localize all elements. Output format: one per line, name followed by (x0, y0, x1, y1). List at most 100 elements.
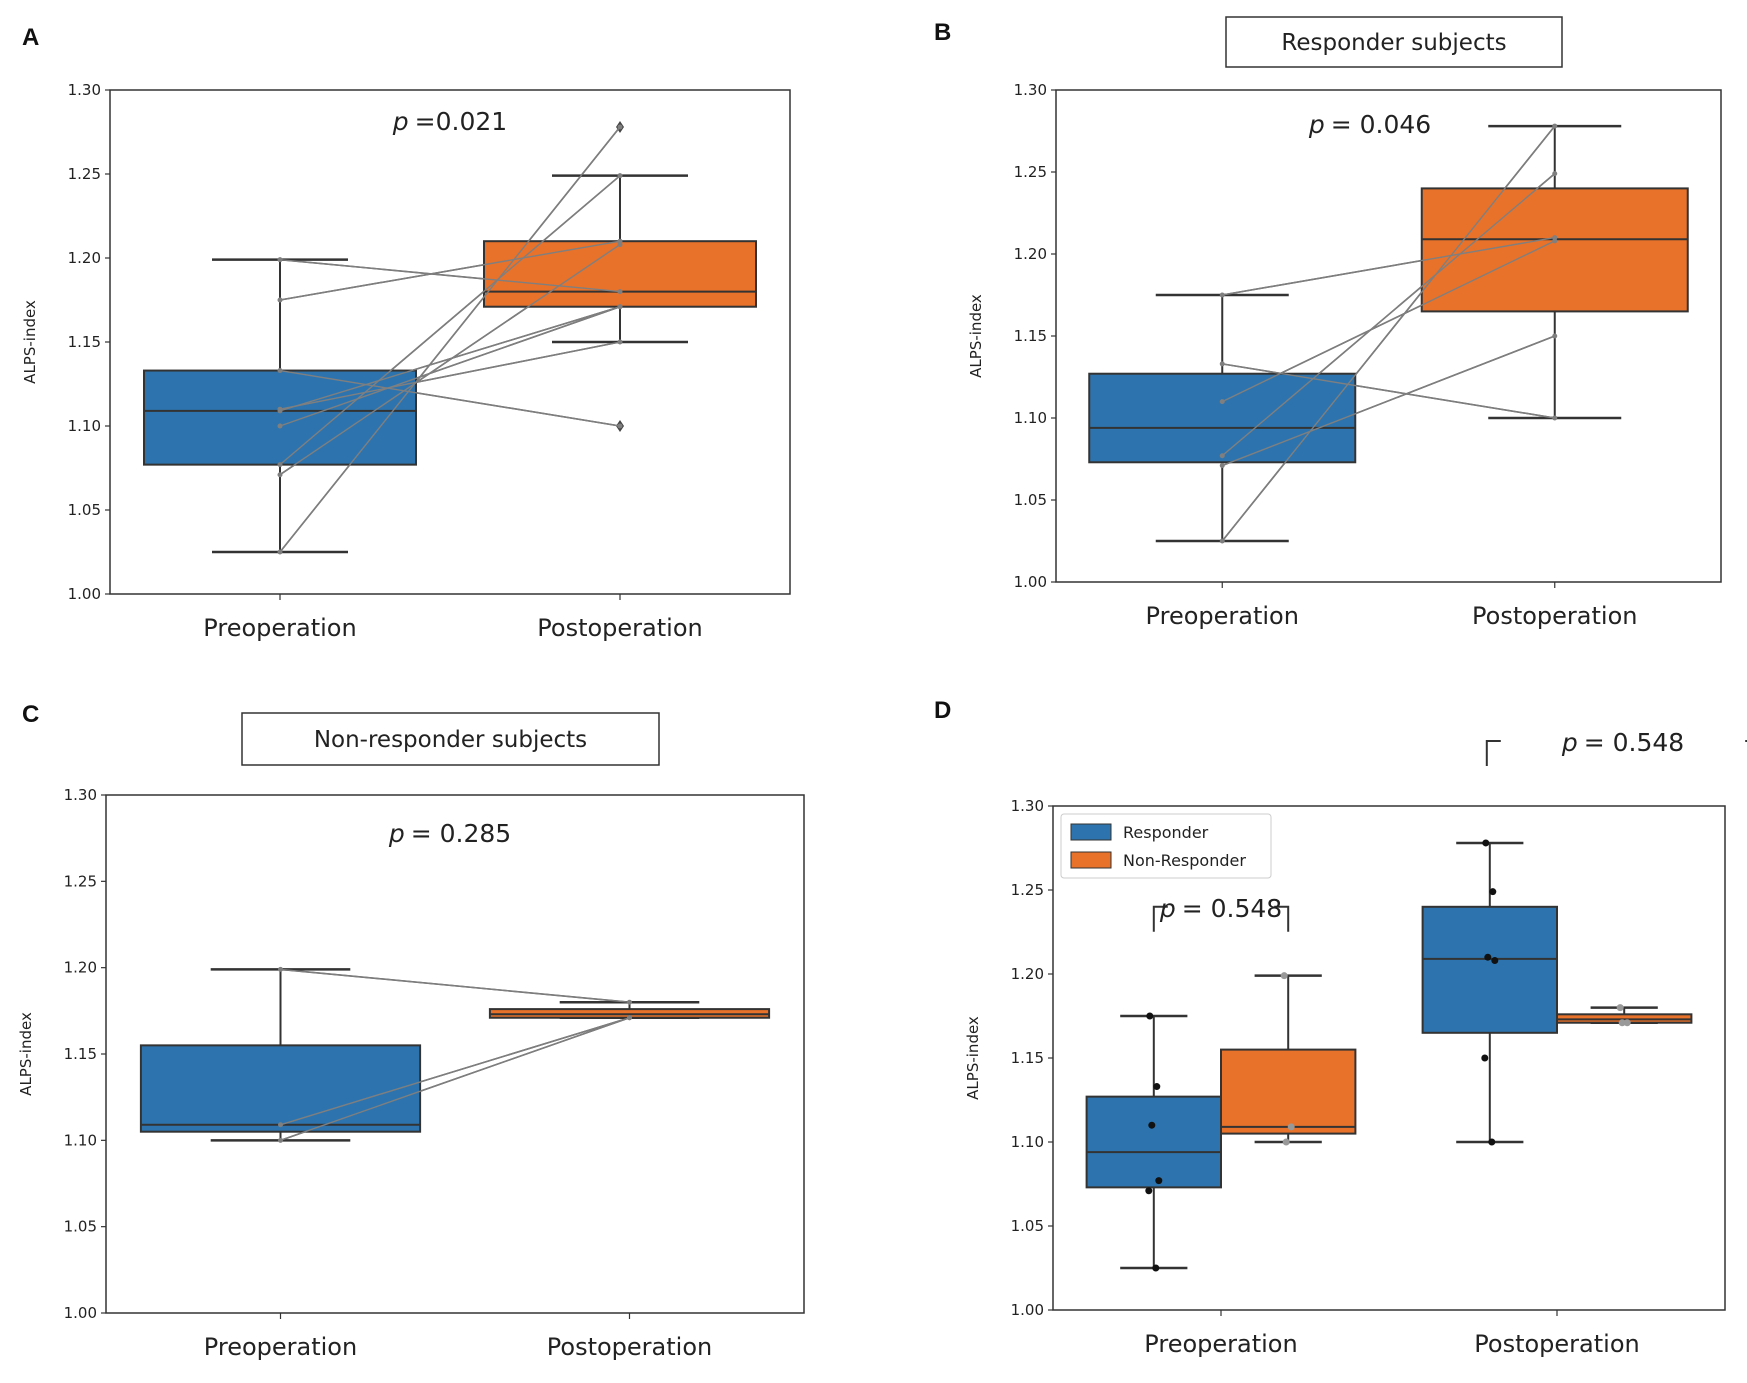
data-point (1552, 171, 1558, 177)
box-iqr (143, 369, 417, 466)
pair-line-overlay (279, 258, 621, 293)
p-symbol: p (388, 819, 405, 848)
p-value-label: p = 0.548 (1159, 894, 1282, 923)
data-point (277, 368, 283, 374)
p-value: = 0.548 (1584, 728, 1684, 757)
pair-line-overlay (1222, 236, 1555, 296)
pair-line-overlay (280, 1017, 630, 1141)
x-tick-label: Preoperation (1144, 1330, 1297, 1358)
box-preoperation (1085, 1014, 1222, 1270)
data-point (1616, 1004, 1624, 1012)
panel-letter: B (934, 19, 951, 46)
data-point (277, 462, 283, 468)
data-point (277, 549, 283, 555)
box-iqr (1421, 905, 1558, 1034)
p-symbol: p (1561, 728, 1578, 757)
p-value: = 0.046 (1331, 110, 1431, 139)
p-value-label: p = 0.046 (1308, 110, 1431, 139)
x-tick-label: Preoperation (203, 614, 356, 642)
y-tick-label: 1.20 (1014, 245, 1047, 263)
data-point (617, 423, 623, 429)
bracket-left (1152, 905, 1168, 932)
comparison-bracket-preoperation: p = 0.548 (1152, 894, 1290, 932)
title-box (241, 712, 660, 766)
p-symbol: p (1159, 894, 1176, 923)
y-tick-label: 1.25 (1014, 163, 1047, 181)
y-tick-label: 1.00 (1014, 573, 1047, 591)
data-point (617, 304, 623, 310)
legend: Responder Non-Responder (1060, 813, 1272, 879)
data-point (1287, 1123, 1295, 1131)
data-point (617, 173, 623, 179)
box-preoperation (139, 968, 422, 1142)
data-point (1219, 453, 1225, 459)
data-point (1489, 888, 1497, 896)
pair-line-overlay (280, 968, 630, 1003)
x-tick-label: Postoperation (1474, 1330, 1639, 1358)
legend-frame (1060, 813, 1272, 879)
y-tick-label: 1.30 (64, 786, 97, 804)
pair-line-overlay (279, 341, 621, 410)
x-tick-label: Preoperation (1146, 602, 1299, 630)
data-point (1618, 1019, 1626, 1027)
data-point (1152, 1264, 1160, 1272)
box-iqr (483, 240, 757, 308)
data-point (1148, 1121, 1156, 1129)
bracket-right (1274, 905, 1290, 932)
y-tick-label: 1.05 (1014, 491, 1047, 509)
data-point (278, 966, 283, 972)
y-tick-label: 1.25 (64, 872, 97, 890)
data-point (617, 289, 623, 295)
pair-line-overlay (280, 1017, 630, 1126)
box-postoperation (1421, 841, 1558, 1144)
y-tick-label: 1.30 (1011, 797, 1044, 815)
legend-swatch (1070, 851, 1112, 869)
data-point (278, 1137, 283, 1143)
pair-line-overlay (1221, 335, 1556, 467)
data-point (1623, 1019, 1631, 1027)
data-point (277, 408, 283, 414)
p-symbol: p (1308, 110, 1325, 139)
pair-line-overlay (1221, 240, 1556, 403)
data-point (627, 1015, 632, 1021)
y-tick-label: 1.05 (1011, 1217, 1044, 1235)
y-tick-label: 1.10 (64, 1131, 97, 1149)
pair-line-overlay (1221, 125, 1556, 542)
p-value: =0.021 (415, 107, 508, 136)
data-point (1219, 538, 1225, 544)
p-symbol: p (392, 107, 409, 136)
box-iqr (1088, 372, 1357, 464)
data-point (1282, 1138, 1290, 1146)
data-point (1153, 1083, 1161, 1091)
y-tick-label: 1.00 (64, 1304, 97, 1322)
y-tick-label: 1.05 (64, 1218, 97, 1236)
y-tick-label: 1.10 (1011, 1133, 1044, 1151)
data-point (1219, 361, 1225, 367)
panel-b: B Responder subjects 1.00 1.05 1.10 1.15 1.20 1… (934, 16, 1722, 630)
y-axis-label: ALPS-index (967, 294, 985, 378)
data-point (277, 423, 283, 429)
p-value: = 0.548 (1182, 894, 1282, 923)
legend-label: Non-Responder (1123, 851, 1246, 870)
box-iqr (1420, 187, 1689, 313)
y-tick-label: 1.25 (68, 165, 101, 183)
pair-line-overlay (279, 243, 621, 476)
y-axis-label: ALPS-index (964, 1016, 982, 1100)
box-preoperation (1220, 974, 1357, 1144)
data-point (1280, 972, 1288, 980)
box-postoperation (483, 120, 757, 432)
data-point (1552, 415, 1558, 421)
y-tick-label: 1.00 (68, 585, 101, 603)
data-point (1482, 839, 1490, 847)
y-axis-label: ALPS-index (17, 1012, 35, 1096)
box-iqr (1085, 1095, 1222, 1189)
data-point (627, 999, 632, 1005)
data-point (277, 472, 283, 478)
data-point (1552, 123, 1558, 129)
data-point (617, 242, 623, 248)
bracket-left (1485, 740, 1501, 766)
data-point (617, 339, 623, 345)
y-tick-label: 1.20 (68, 249, 101, 267)
chart-title: Responder subjects (1281, 30, 1506, 56)
